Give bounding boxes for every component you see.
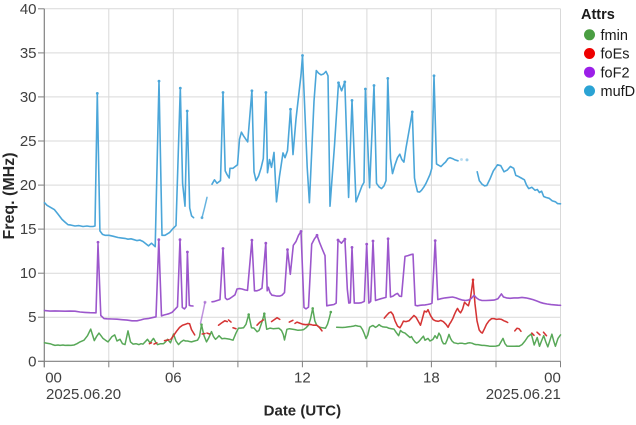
svg-text:Attrs: Attrs <box>581 7 615 23</box>
svg-text:20: 20 <box>20 177 37 194</box>
svg-text:Freq. (MHz): Freq. (MHz) <box>1 152 18 239</box>
svg-text:35: 35 <box>20 45 37 62</box>
svg-text:10: 10 <box>20 265 37 282</box>
svg-text:5: 5 <box>28 309 36 326</box>
svg-text:2025.06.21: 2025.06.21 <box>486 386 561 403</box>
svg-text:2025.06.20: 2025.06.20 <box>46 386 121 403</box>
svg-text:Date (UTC): Date (UTC) <box>264 403 342 420</box>
svg-text:foF2: foF2 <box>601 65 630 81</box>
svg-text:foEs: foEs <box>601 47 630 63</box>
svg-text:40: 40 <box>20 1 37 18</box>
svg-text:12: 12 <box>294 370 311 387</box>
svg-text:00: 00 <box>544 370 561 387</box>
svg-text:06: 06 <box>165 370 182 387</box>
svg-text:18: 18 <box>423 370 440 387</box>
svg-text:30: 30 <box>20 89 37 106</box>
svg-text:0: 0 <box>28 353 36 370</box>
svg-text:15: 15 <box>20 221 37 238</box>
svg-text:mufD: mufD <box>601 84 636 100</box>
svg-text:25: 25 <box>20 133 37 150</box>
svg-text:00: 00 <box>45 370 62 387</box>
svg-text:fmin: fmin <box>601 28 628 44</box>
